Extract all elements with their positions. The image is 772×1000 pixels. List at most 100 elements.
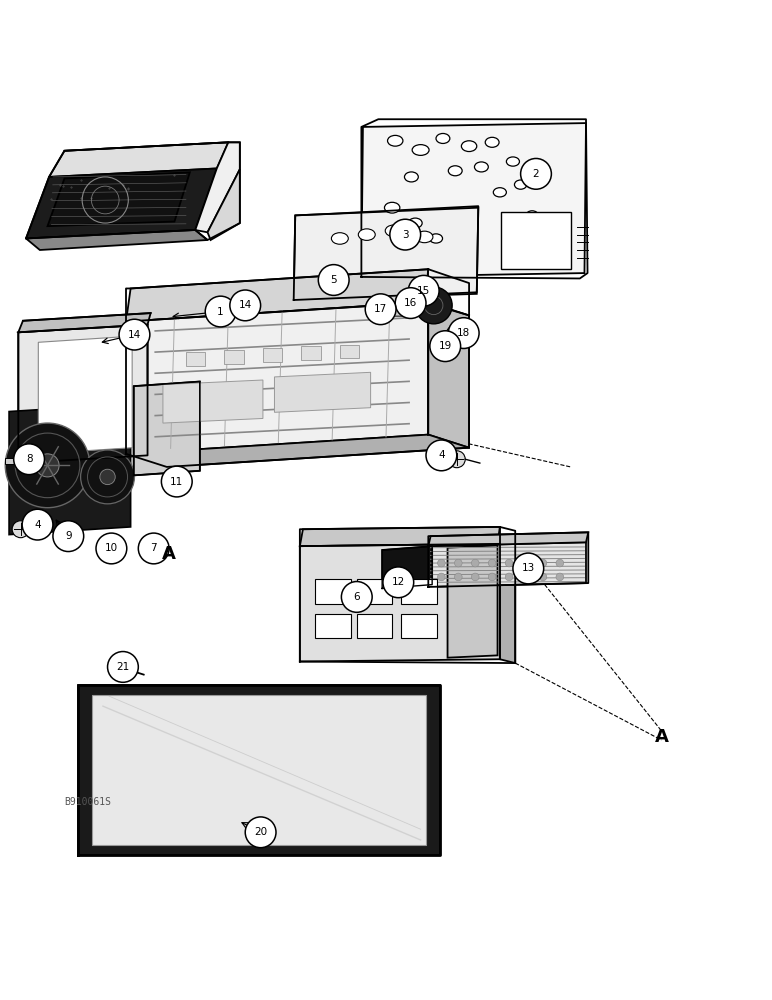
Polygon shape bbox=[300, 544, 499, 662]
Bar bbox=[315, 579, 350, 604]
Polygon shape bbox=[208, 169, 240, 240]
Circle shape bbox=[426, 440, 457, 471]
Text: 17: 17 bbox=[374, 304, 388, 314]
FancyBboxPatch shape bbox=[378, 302, 406, 316]
Circle shape bbox=[415, 287, 452, 324]
Circle shape bbox=[513, 553, 543, 584]
Text: 6: 6 bbox=[354, 592, 360, 602]
Bar bbox=[186, 352, 205, 366]
Circle shape bbox=[245, 817, 276, 848]
Circle shape bbox=[539, 559, 547, 567]
Bar bbox=[401, 579, 437, 604]
Text: 16: 16 bbox=[404, 298, 417, 308]
Polygon shape bbox=[428, 542, 586, 587]
Circle shape bbox=[96, 533, 127, 564]
Text: 1: 1 bbox=[217, 307, 224, 317]
Ellipse shape bbox=[384, 202, 400, 213]
Circle shape bbox=[472, 573, 479, 581]
Text: A: A bbox=[655, 728, 669, 746]
Text: 19: 19 bbox=[438, 341, 452, 351]
Polygon shape bbox=[293, 208, 479, 300]
Bar bbox=[501, 212, 571, 269]
Circle shape bbox=[5, 423, 90, 508]
Ellipse shape bbox=[412, 145, 429, 155]
Polygon shape bbox=[48, 172, 190, 226]
Circle shape bbox=[556, 559, 564, 567]
Polygon shape bbox=[275, 372, 371, 412]
Polygon shape bbox=[9, 404, 130, 535]
Ellipse shape bbox=[405, 172, 418, 182]
Ellipse shape bbox=[447, 324, 476, 341]
Circle shape bbox=[383, 567, 414, 598]
Text: 15: 15 bbox=[417, 286, 430, 296]
Text: 2: 2 bbox=[533, 169, 540, 179]
Bar bbox=[301, 346, 320, 360]
Text: 14: 14 bbox=[128, 330, 141, 340]
Circle shape bbox=[438, 559, 445, 567]
Circle shape bbox=[22, 509, 53, 540]
Bar bbox=[315, 614, 350, 638]
Circle shape bbox=[318, 265, 349, 295]
Circle shape bbox=[230, 290, 261, 321]
Polygon shape bbox=[126, 269, 428, 322]
Ellipse shape bbox=[486, 137, 499, 147]
Ellipse shape bbox=[325, 278, 337, 285]
Text: 18: 18 bbox=[457, 328, 470, 338]
Polygon shape bbox=[49, 142, 229, 177]
Bar bbox=[263, 348, 282, 362]
Text: 8: 8 bbox=[25, 454, 32, 464]
Polygon shape bbox=[300, 527, 499, 546]
Text: 9: 9 bbox=[65, 531, 72, 541]
Bar bbox=[401, 614, 437, 638]
Circle shape bbox=[161, 466, 192, 497]
Bar bbox=[357, 579, 392, 604]
Circle shape bbox=[114, 658, 134, 678]
Circle shape bbox=[100, 469, 115, 485]
Circle shape bbox=[455, 559, 462, 567]
Circle shape bbox=[119, 319, 150, 350]
Polygon shape bbox=[448, 545, 497, 658]
Text: A: A bbox=[162, 545, 176, 563]
Ellipse shape bbox=[415, 283, 427, 292]
Bar bbox=[357, 614, 392, 638]
Text: 10: 10 bbox=[105, 543, 118, 553]
Bar bbox=[5, 458, 19, 464]
Circle shape bbox=[539, 573, 547, 581]
Circle shape bbox=[408, 275, 439, 306]
Ellipse shape bbox=[385, 225, 402, 237]
Ellipse shape bbox=[429, 234, 442, 243]
Circle shape bbox=[449, 318, 479, 348]
Text: 12: 12 bbox=[391, 577, 405, 587]
Polygon shape bbox=[195, 142, 240, 232]
Ellipse shape bbox=[408, 218, 422, 228]
Circle shape bbox=[36, 454, 59, 477]
Polygon shape bbox=[382, 546, 432, 588]
Circle shape bbox=[430, 331, 461, 362]
Circle shape bbox=[449, 451, 466, 468]
Text: 21: 21 bbox=[117, 662, 130, 672]
Polygon shape bbox=[163, 380, 263, 423]
Ellipse shape bbox=[331, 233, 348, 244]
Text: 11: 11 bbox=[170, 477, 184, 487]
Circle shape bbox=[80, 450, 134, 504]
Polygon shape bbox=[126, 435, 469, 467]
Circle shape bbox=[556, 573, 564, 581]
Ellipse shape bbox=[475, 162, 489, 172]
Text: B910061S: B910061S bbox=[65, 797, 111, 807]
Circle shape bbox=[395, 288, 426, 318]
Circle shape bbox=[505, 559, 513, 567]
Text: 4: 4 bbox=[34, 520, 41, 530]
Circle shape bbox=[341, 582, 372, 612]
Ellipse shape bbox=[449, 166, 462, 176]
Circle shape bbox=[438, 573, 445, 581]
Circle shape bbox=[489, 573, 496, 581]
Circle shape bbox=[14, 444, 45, 475]
Polygon shape bbox=[39, 336, 132, 454]
Ellipse shape bbox=[432, 340, 454, 352]
Circle shape bbox=[522, 559, 530, 567]
Polygon shape bbox=[428, 532, 588, 546]
Text: 3: 3 bbox=[402, 230, 408, 240]
Bar bbox=[340, 345, 359, 358]
Circle shape bbox=[489, 559, 496, 567]
Circle shape bbox=[53, 521, 83, 552]
